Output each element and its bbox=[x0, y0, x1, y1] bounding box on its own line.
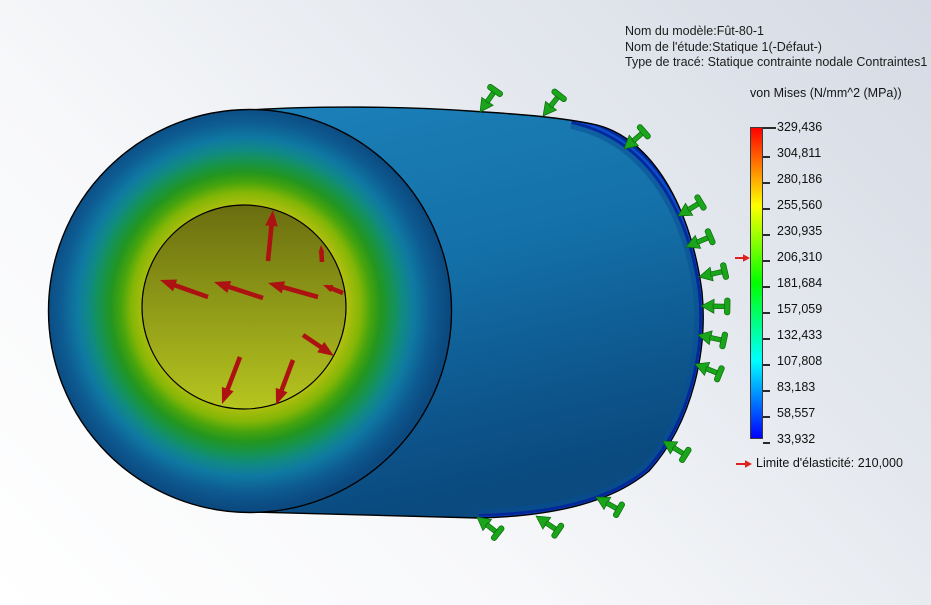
legend-title: von Mises (N/mm^2 (MPa)) bbox=[750, 86, 902, 100]
pressure-arrow-head bbox=[160, 279, 178, 292]
plot-header: Nom du modèle:Fût-80-1 Nom de l'étude:St… bbox=[625, 24, 927, 71]
pressure-arrow-head bbox=[221, 386, 234, 404]
legend-tick bbox=[763, 156, 770, 158]
legend-value: 206,310 bbox=[777, 250, 823, 264]
legend-value: 280,186 bbox=[777, 172, 823, 186]
legend-tick bbox=[763, 182, 770, 184]
pressure-arrows bbox=[160, 210, 344, 405]
pressure-arrow-head bbox=[275, 387, 288, 405]
yield-limit-label: Limite d'élasticité: 210,000 bbox=[756, 456, 903, 470]
bore-face[interactable] bbox=[141, 204, 347, 410]
legend-value: 255,560 bbox=[777, 198, 823, 212]
pressure-arrow-shaft bbox=[172, 282, 209, 300]
pressure-arrow-head bbox=[265, 210, 278, 227]
stress-legend: von Mises (N/mm^2 (MPa)) 329,436 304,811 2… bbox=[733, 86, 931, 496]
legend-color-bar bbox=[750, 127, 763, 439]
legend-value: 181,684 bbox=[777, 276, 823, 290]
model-name: Nom du modèle:Fût-80-1 bbox=[625, 24, 764, 38]
legend-tick bbox=[763, 208, 770, 210]
cylinder-outline bbox=[249, 106, 704, 519]
pressure-arrow-shaft bbox=[280, 284, 319, 300]
legend-value: 329,436 bbox=[777, 120, 823, 134]
pressure-arrow-shaft bbox=[329, 285, 344, 296]
legend-value: 132,433 bbox=[777, 328, 823, 342]
legend-tick bbox=[763, 416, 770, 418]
legend-value: 58,557 bbox=[777, 406, 816, 420]
legend-value: 33,932 bbox=[777, 432, 816, 446]
legend-tick bbox=[763, 312, 770, 314]
legend-tick bbox=[763, 364, 770, 366]
legend-value: 83,183 bbox=[777, 380, 816, 394]
pressure-arrow-head bbox=[318, 245, 325, 253]
legend-value: 304,811 bbox=[777, 146, 822, 160]
red-arrow-icon bbox=[736, 460, 752, 468]
legend-tick bbox=[763, 338, 770, 340]
legend-value: 230,935 bbox=[777, 224, 823, 238]
pressure-arrow-shaft bbox=[265, 223, 274, 262]
pressure-arrow-head bbox=[268, 281, 286, 294]
fixture-symbol bbox=[700, 297, 731, 316]
legend-value: 157,059 bbox=[777, 302, 823, 316]
yield-limit-marker-icon bbox=[735, 251, 750, 263]
pressure-arrow-shaft bbox=[226, 284, 264, 301]
legend-tick bbox=[763, 390, 770, 392]
pressure-arrow-shaft bbox=[301, 333, 324, 351]
pressure-arrow-shaft bbox=[224, 356, 243, 392]
pressure-arrow-head bbox=[317, 341, 334, 356]
legend-value: 107,808 bbox=[777, 354, 823, 368]
study-name: Nom de l'étude:Statique 1(-Défaut-) bbox=[625, 39, 822, 54]
legend-tick bbox=[763, 286, 770, 288]
legend-tick bbox=[763, 234, 770, 236]
legend-tick bbox=[763, 442, 770, 444]
fixture-symbol bbox=[696, 261, 730, 286]
legend-tick bbox=[763, 260, 770, 262]
pressure-arrow-shaft bbox=[278, 359, 296, 393]
legend-tick bbox=[763, 127, 776, 129]
plot-type: Type de tracé: Statique contrainte nodal… bbox=[625, 55, 928, 69]
pressure-arrow-head bbox=[214, 281, 232, 293]
pressure-arrow-head bbox=[323, 285, 334, 293]
